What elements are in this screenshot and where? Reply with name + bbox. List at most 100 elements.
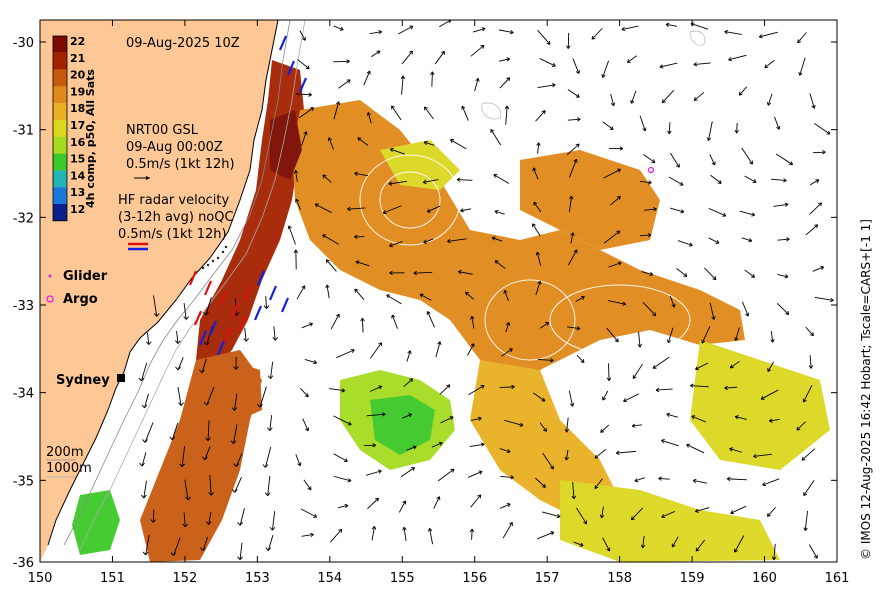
- velocity-arrow-head: [550, 531, 555, 536]
- velocity-arrow-head: [734, 415, 739, 420]
- velocity-arrow-head: [751, 212, 756, 217]
- velocity-arrow: [439, 20, 452, 28]
- velocity-arrow: [233, 393, 238, 411]
- velocity-arrow-head: [480, 442, 485, 447]
- x-tick-label: 157: [535, 571, 560, 586]
- velocity-arrow-head: [691, 415, 696, 420]
- colorbar-tick-label: 17: [70, 119, 85, 132]
- velocity-arrow-head: [715, 239, 720, 244]
- hf-radar-arrow: [188, 270, 198, 286]
- velocity-arrow: [328, 137, 334, 150]
- velocity-arrow: [184, 479, 189, 500]
- velocity-arrow: [371, 526, 375, 541]
- velocity-arrow-head: [347, 478, 352, 483]
- velocity-arrow-head: [360, 317, 365, 322]
- velocity-arrow: [655, 388, 673, 391]
- velocity-arrow-head: [784, 202, 789, 207]
- velocity-arrow: [413, 271, 433, 274]
- velocity-arrow-head: [265, 547, 272, 551]
- velocity-arrow: [665, 23, 678, 27]
- velocity-arrow: [621, 25, 639, 31]
- velocity-arrow-head: [389, 270, 393, 276]
- plot-frame: [39, 19, 838, 563]
- velocity-arrow-head: [786, 237, 790, 242]
- velocity-arrow-head: [391, 105, 395, 110]
- velocity-arrow-head: [811, 104, 816, 109]
- velocity-arrow-head: [293, 249, 299, 254]
- hf-radar-arrows: [188, 35, 308, 356]
- velocity-arrow-head: [789, 161, 794, 166]
- velocity-arrow-head: [408, 413, 413, 418]
- velocity-arrow: [764, 59, 775, 69]
- velocity-arrow: [239, 542, 243, 560]
- velocity-arrow: [427, 205, 441, 213]
- velocity-arrow-head: [470, 343, 475, 348]
- velocity-arrow: [693, 479, 708, 484]
- velocity-arrow: [539, 58, 556, 67]
- velocity-arrow: [298, 107, 314, 119]
- velocity-arrow: [304, 359, 317, 364]
- velocity-arrow: [532, 392, 546, 402]
- velocity-arrow-head: [509, 29, 514, 35]
- velocity-arrow-head: [711, 161, 716, 166]
- velocity-arrow: [295, 454, 301, 466]
- colorbar-segment: [53, 36, 67, 53]
- velocity-arrow-head: [436, 496, 441, 501]
- velocity-arrow: [147, 332, 150, 345]
- velocity-arrow: [427, 311, 435, 328]
- velocity-arrow: [641, 271, 654, 276]
- velocity-arrow-head: [233, 366, 239, 370]
- velocity-arrow-head: [510, 475, 514, 480]
- velocity-arrow: [322, 234, 339, 245]
- velocity-arrow-head: [309, 322, 313, 327]
- velocity-arrow-head: [341, 388, 346, 393]
- velocity-arrow: [388, 180, 407, 185]
- gsl-label-3: 0.5m/s (1kt 12h): [126, 157, 235, 172]
- velocity-arrow: [447, 238, 467, 242]
- velocity-arrow: [532, 223, 541, 237]
- velocity-arrow-head: [371, 525, 377, 530]
- velocity-arrow-head: [457, 269, 462, 275]
- velocity-arrow-head: [424, 106, 428, 111]
- velocity-arrow-head: [752, 179, 757, 183]
- velocity-arrow: [776, 302, 790, 315]
- velocity-arrow: [741, 237, 752, 242]
- velocity-arrow-head: [550, 358, 554, 363]
- velocity-arrow-head: [609, 126, 614, 130]
- colorbar-segment: [53, 153, 67, 171]
- velocity-arrow-head: [661, 99, 666, 104]
- velocity-arrow-head: [564, 456, 569, 461]
- velocity-arrow-head: [722, 212, 727, 217]
- velocity-arrow-head: [493, 174, 498, 178]
- velocity-arrow-head: [355, 260, 360, 265]
- velocity-arrow: [734, 535, 745, 553]
- velocity-arrow-head: [537, 280, 542, 285]
- velocity-arrow-head: [347, 421, 352, 426]
- velocity-arrow-head: [481, 27, 486, 32]
- velocity-arrow: [366, 413, 386, 417]
- velocity-arrow-head: [622, 301, 627, 306]
- velocity-arrow: [608, 262, 622, 268]
- velocity-arrow-head: [382, 210, 387, 215]
- velocity-arrow: [391, 314, 398, 329]
- velocity-arrow: [594, 478, 603, 489]
- velocity-arrow: [499, 503, 511, 509]
- velocity-arrow: [201, 358, 207, 374]
- sydney-label: Sydney: [56, 373, 110, 388]
- velocity-arrow: [690, 23, 709, 30]
- velocity-arrow-head: [350, 348, 355, 353]
- velocity-arrow-head: [475, 77, 480, 82]
- velocity-arrow-head: [203, 311, 209, 316]
- velocity-arrow: [202, 536, 209, 551]
- velocity-arrow-head: [818, 202, 823, 207]
- velocity-arrow-head: [508, 348, 513, 353]
- velocity-arrow: [630, 90, 637, 104]
- velocity-arrow-head: [169, 436, 176, 441]
- hf-radar-arrow: [230, 303, 240, 319]
- velocity-arrow-head: [182, 523, 189, 528]
- velocity-arrow: [724, 386, 738, 389]
- gsl-velocity-arrows: [138, 20, 834, 561]
- velocity-arrow-head: [297, 462, 302, 467]
- velocity-arrow-head: [409, 25, 414, 30]
- velocity-arrow-head: [749, 160, 753, 165]
